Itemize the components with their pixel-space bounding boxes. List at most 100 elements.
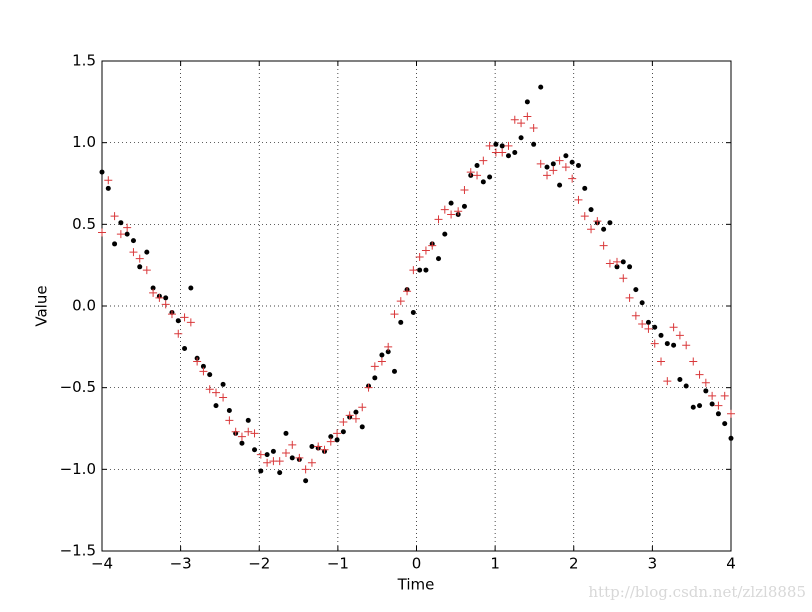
- plus-marker: [135, 254, 144, 263]
- plus-marker: [123, 223, 132, 232]
- plus-marker: [473, 171, 482, 180]
- plus-marker: [638, 319, 647, 328]
- plus-marker: [250, 429, 259, 438]
- plus-marker: [219, 393, 228, 402]
- dot-marker: [664, 341, 670, 347]
- x-tick-label: 4: [726, 555, 736, 573]
- dot-marker: [270, 448, 276, 454]
- dot-marker: [436, 256, 442, 262]
- dot-marker: [703, 388, 709, 394]
- plus-marker: [288, 440, 297, 449]
- plus-marker: [295, 453, 304, 462]
- plus-marker: [320, 445, 329, 454]
- plus-marker: [440, 205, 449, 214]
- dot-marker: [582, 185, 588, 191]
- dot-marker: [671, 342, 677, 348]
- plus-marker: [263, 458, 272, 467]
- plus-marker: [199, 367, 208, 376]
- dot-marker: [99, 169, 105, 175]
- plus-marker: [657, 357, 666, 366]
- plus-marker: [543, 171, 552, 180]
- plus-marker: [396, 297, 405, 306]
- plus-marker: [415, 253, 424, 261]
- dot-marker: [175, 318, 181, 324]
- plus-marker: [370, 362, 379, 371]
- plus-marker: [167, 310, 176, 319]
- plus-marker: [549, 166, 558, 175]
- dot-marker: [398, 319, 404, 325]
- y-tick-label: −1.5: [60, 542, 96, 560]
- dot-marker: [627, 264, 633, 270]
- plus-marker: [536, 159, 545, 168]
- plus-marker: [339, 417, 348, 426]
- dot-marker: [512, 149, 518, 155]
- plot-frame: [101, 60, 732, 552]
- dot-marker: [410, 310, 416, 316]
- plus-marker: [479, 156, 488, 165]
- plus-marker: [428, 241, 437, 250]
- plus-marker: [727, 409, 735, 418]
- plus-marker: [447, 210, 456, 219]
- plus-marker: [377, 357, 386, 366]
- dot-marker: [614, 264, 620, 270]
- plus-marker: [644, 324, 653, 333]
- plus-marker: [244, 427, 253, 436]
- y-tick-label: −1.0: [60, 460, 96, 478]
- dot-marker: [474, 163, 480, 169]
- dot-marker: [340, 429, 346, 435]
- y-tick-label: −0.5: [60, 378, 96, 396]
- plus-marker: [351, 414, 360, 423]
- plus-marker: [523, 112, 532, 121]
- plus-marker: [580, 212, 589, 221]
- dot-marker: [601, 226, 607, 232]
- dot-marker: [105, 185, 111, 191]
- dot-marker: [258, 468, 264, 474]
- dot-marker: [112, 241, 118, 247]
- plus-marker: [256, 450, 265, 459]
- dot-marker: [639, 300, 645, 306]
- plus-marker: [155, 293, 164, 302]
- dot-marker: [391, 368, 397, 374]
- plus-marker: [142, 266, 151, 275]
- dot-marker: [283, 430, 289, 436]
- dot-marker: [334, 437, 340, 443]
- dot-marker: [353, 409, 359, 415]
- plus-marker: [454, 207, 463, 216]
- dot-marker: [607, 220, 613, 226]
- dot-marker: [550, 161, 556, 167]
- plus-marker: [568, 174, 577, 183]
- dot-marker: [544, 164, 550, 170]
- dot-marker: [588, 207, 594, 213]
- plus-marker: [314, 442, 323, 451]
- plus-marker: [599, 241, 608, 250]
- dot-marker: [505, 153, 511, 159]
- dot-marker: [328, 434, 334, 440]
- dot-marker: [461, 203, 467, 209]
- plus-marker: [110, 212, 119, 221]
- dot-marker: [417, 267, 423, 273]
- plus-marker: [307, 458, 316, 467]
- watermark: http://blog.csdn.net/zlzl8885: [588, 583, 806, 601]
- dot-marker: [557, 182, 563, 188]
- dot-marker: [690, 404, 696, 410]
- dot-marker: [442, 231, 448, 237]
- plus-marker: [593, 217, 602, 226]
- plus-marker: [364, 383, 373, 392]
- dot-marker: [518, 135, 524, 141]
- plus-marker: [498, 148, 507, 157]
- plus-marker: [434, 215, 443, 224]
- plus-marker: [708, 391, 717, 400]
- dot-marker: [207, 372, 213, 378]
- dot-marker: [563, 153, 569, 159]
- plus-marker: [529, 123, 538, 132]
- dot-marker: [220, 381, 226, 387]
- dot-marker: [163, 295, 169, 301]
- dot-marker: [728, 435, 734, 441]
- dot-marker: [309, 443, 315, 449]
- dot-marker: [226, 408, 232, 414]
- dot-marker: [448, 200, 454, 206]
- dot-marker: [118, 220, 124, 226]
- x-tick-label: −2: [248, 555, 270, 573]
- y-tick-label: 0.5: [72, 215, 96, 233]
- plus-marker: [345, 411, 354, 420]
